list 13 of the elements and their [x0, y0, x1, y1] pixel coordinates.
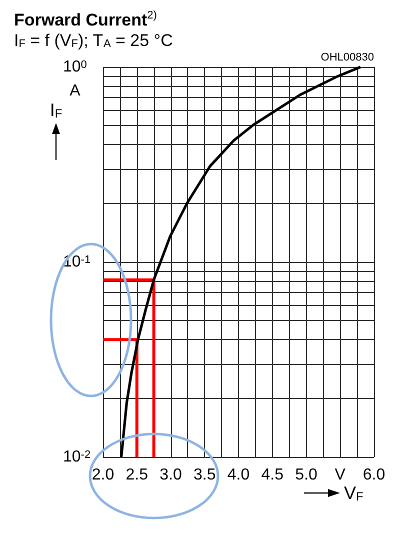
x-tick-label: 5.0	[295, 466, 318, 484]
x-tick-label: 3.0	[160, 466, 182, 484]
text: OHL00830	[320, 52, 374, 64]
x-tick-label: 2.0	[92, 466, 114, 484]
x-tick-label: 4.5	[261, 466, 284, 484]
x-tick-label: 4.0	[227, 466, 250, 484]
chart-subtitle: IF = f (VF); TA = 25 °C	[14, 31, 173, 50]
x-tick-label: 3.5	[194, 466, 216, 484]
x-tick-label: 2.5	[126, 466, 148, 484]
line-series	[120, 66, 362, 458]
x-tick-label: 6.0	[362, 466, 386, 484]
text: A	[70, 82, 81, 100]
x-tick-label: V	[334, 466, 346, 484]
